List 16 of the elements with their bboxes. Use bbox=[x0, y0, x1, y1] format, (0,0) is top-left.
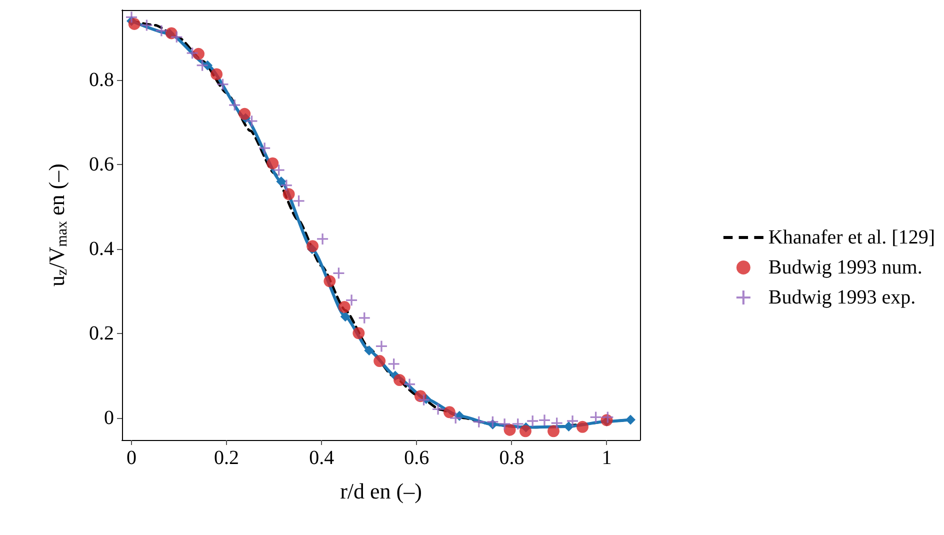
y-tick-label: 0 bbox=[104, 407, 114, 430]
x-tick-label: 0.6 bbox=[404, 447, 430, 469]
y-tick-label: 0.2 bbox=[89, 322, 114, 345]
y-tick-label: 0.6 bbox=[89, 154, 114, 176]
x-tick-label: 0.4 bbox=[309, 447, 334, 469]
legend-label: Budwig 1993 num. bbox=[768, 256, 922, 278]
x-axis-title: r/d en (–) bbox=[340, 478, 422, 504]
x-tick-label: 0.8 bbox=[499, 447, 524, 469]
legend-label: Budwig 1993 exp. bbox=[768, 286, 916, 308]
y-tick-label: 0.8 bbox=[89, 69, 114, 92]
x-tick-label: 0 bbox=[126, 447, 137, 469]
x-tick-label: 0.2 bbox=[214, 447, 240, 469]
y-axis-title: uz/Vmax en (–) bbox=[44, 164, 70, 286]
legend-label: Khanafer et al. [129] bbox=[768, 226, 936, 248]
y-tick-label: 0.4 bbox=[89, 238, 114, 260]
x-tick-label: 1 bbox=[602, 447, 612, 469]
